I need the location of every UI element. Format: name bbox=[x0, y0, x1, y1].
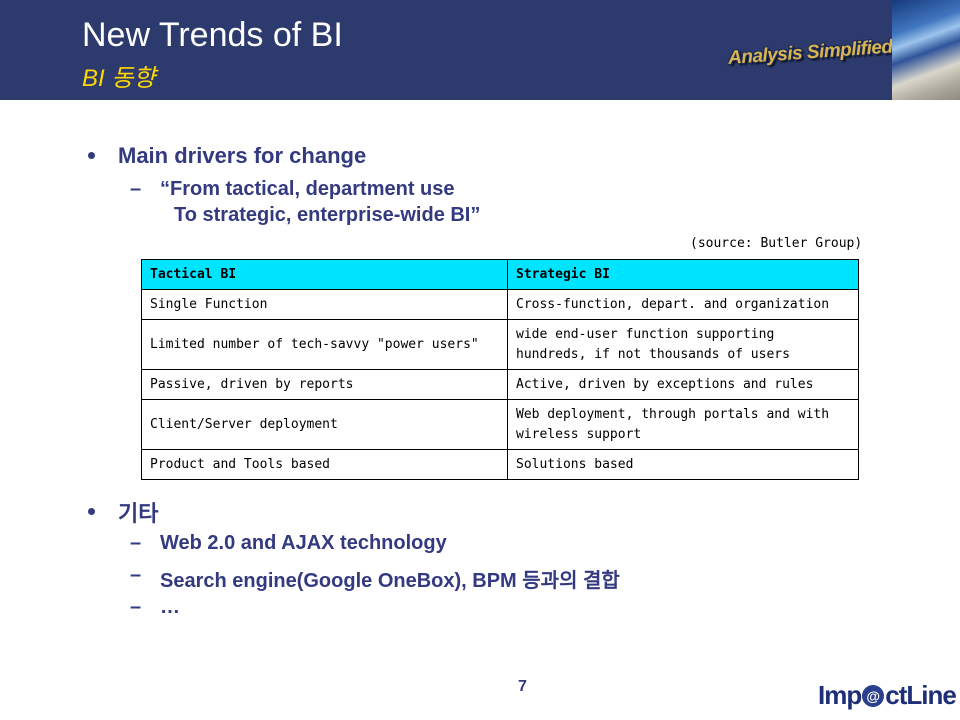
table-cell: wide end-user function supporting hundred… bbox=[507, 319, 859, 370]
table-row: Client/Server deployment Web deployment,… bbox=[141, 399, 859, 450]
table-cell: Product and Tools based bbox=[141, 449, 508, 480]
header-strategic-bi: Strategic BI bbox=[507, 259, 859, 290]
cell-line: wide end-user function supporting bbox=[516, 326, 775, 342]
sub-bullet-dash: – bbox=[130, 596, 142, 618]
sub-bullet-web20: Web 2.0 and AJAX technology bbox=[160, 532, 447, 554]
sub-bullet-dash: – bbox=[130, 564, 142, 586]
table-cell: Single Function bbox=[141, 289, 508, 320]
bullet-dot bbox=[88, 508, 95, 515]
comparison-table: Tactical BI Strategic BI Single Function… bbox=[141, 259, 859, 480]
at-sign-icon: @ bbox=[862, 685, 885, 707]
table-header-row: Tactical BI Strategic BI bbox=[141, 259, 859, 290]
table-cell: Client/Server deployment bbox=[141, 399, 508, 450]
bullet-etc: 기타 bbox=[118, 501, 159, 526]
brand-text: ctLine bbox=[885, 680, 957, 710]
bullet-dot bbox=[88, 152, 95, 159]
title-bar: New Trends of BI BI 동향 Analysis Simplifi… bbox=[0, 0, 960, 100]
source-note: (source: Butler Group) bbox=[690, 236, 863, 251]
slide-subtitle: BI 동향 bbox=[82, 65, 156, 92]
table-cell: Web deployment, through portals and with… bbox=[507, 399, 859, 450]
sub-bullet-search-engine: Search engine(Google OneBox), BPM 등과의 결합 bbox=[160, 570, 620, 592]
table-row: Passive, driven by reports Active, drive… bbox=[141, 369, 859, 400]
analysis-simplified-logo: Analysis Simplified! bbox=[727, 36, 900, 69]
table-cell: Passive, driven by reports bbox=[141, 369, 508, 400]
table-row: Product and Tools based Solutions based bbox=[141, 449, 859, 480]
cell-line: hundreds, if not thousands of users bbox=[516, 346, 790, 362]
bullet-main-drivers: Main drivers for change bbox=[118, 143, 367, 168]
table-row: Limited number of tech-savvy "power user… bbox=[141, 319, 859, 370]
table-row: Single Function Cross-function, depart. … bbox=[141, 289, 859, 320]
slide-title: New Trends of BI bbox=[82, 16, 343, 54]
header-tactical-bi: Tactical BI bbox=[141, 259, 508, 290]
cell-line: wireless support bbox=[516, 426, 642, 442]
table-cell: Cross-function, depart. and organization bbox=[507, 289, 859, 320]
header-photo bbox=[892, 0, 960, 100]
sub-bullet-quote-line1: “From tactical, department use bbox=[160, 178, 455, 200]
table-cell: Active, driven by exceptions and rules bbox=[507, 369, 859, 400]
sub-bullet-dash: – bbox=[130, 178, 142, 200]
sub-bullet-quote-line2: To strategic, enterprise-wide BI” bbox=[174, 204, 481, 226]
brand-text: Imp bbox=[818, 680, 862, 710]
cell-line: Web deployment, through portals and with bbox=[516, 406, 830, 422]
table-cell: Limited number of tech-savvy "power user… bbox=[141, 319, 508, 370]
page-number: 7 bbox=[518, 678, 527, 695]
table-cell: Solutions based bbox=[507, 449, 859, 480]
sub-bullet-ellipsis: … bbox=[160, 596, 180, 618]
sub-bullet-dash: – bbox=[130, 532, 142, 554]
impactline-logo: Imp @ ctLine bbox=[818, 680, 957, 711]
